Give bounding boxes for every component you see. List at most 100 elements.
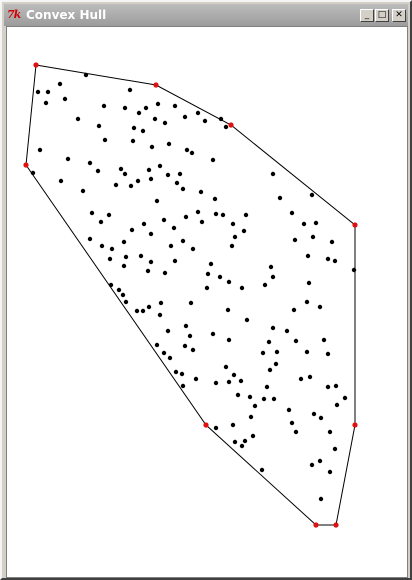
- data-point: [210, 331, 216, 337]
- data-point: [141, 221, 147, 227]
- hull-vertex-point: [228, 122, 234, 128]
- data-point: [101, 103, 107, 109]
- drawing-canvas[interactable]: [6, 26, 408, 578]
- data-point: [120, 292, 126, 298]
- data-point: [107, 256, 113, 262]
- data-point: [145, 268, 151, 274]
- data-point: [212, 196, 218, 202]
- data-point: [155, 101, 161, 107]
- data-point: [304, 299, 310, 305]
- data-point: [226, 337, 232, 343]
- data-point: [304, 349, 310, 355]
- data-point: [252, 403, 258, 409]
- data-point: [270, 171, 276, 177]
- data-point: [332, 258, 338, 264]
- data-point: [243, 212, 249, 218]
- data-point: [325, 351, 331, 357]
- data-point: [230, 221, 236, 227]
- data-point: [154, 342, 160, 348]
- data-point: [284, 328, 290, 334]
- data-point: [123, 299, 129, 305]
- data-point: [309, 192, 315, 198]
- data-point: [121, 239, 127, 245]
- maximize-button[interactable]: □: [375, 9, 389, 22]
- data-point: [180, 186, 186, 192]
- data-point: [226, 279, 232, 285]
- data-point: [30, 170, 36, 176]
- data-point: [108, 282, 114, 288]
- data-point: [171, 225, 177, 231]
- data-point: [306, 280, 312, 286]
- data-point: [177, 171, 183, 177]
- data-point: [174, 180, 180, 186]
- data-point: [148, 176, 154, 182]
- data-point: [37, 147, 43, 153]
- data-point: [293, 429, 299, 435]
- data-point: [182, 114, 188, 120]
- data-point: [188, 300, 194, 306]
- data-point: [62, 96, 68, 102]
- data-point: [239, 285, 245, 291]
- data-point: [305, 253, 311, 259]
- points-group: [30, 72, 357, 502]
- data-point: [325, 256, 331, 262]
- data-point: [213, 380, 219, 386]
- data-point: [268, 264, 274, 270]
- data-point: [195, 110, 201, 116]
- data-point: [301, 221, 307, 227]
- data-point: [138, 253, 144, 259]
- data-point: [223, 364, 229, 370]
- minimize-button[interactable]: _: [360, 9, 374, 22]
- data-point: [83, 72, 89, 78]
- data-point: [213, 425, 219, 431]
- data-point: [267, 367, 273, 373]
- data-point: [35, 89, 41, 95]
- data-point: [293, 338, 299, 344]
- data-point: [162, 270, 168, 276]
- data-point: [334, 402, 340, 408]
- hull-vertex-point: [333, 522, 339, 528]
- data-point: [260, 350, 266, 356]
- data-point: [128, 183, 134, 189]
- data-point: [172, 258, 178, 264]
- data-point: [172, 103, 178, 109]
- data-point: [271, 396, 277, 402]
- data-point: [131, 125, 137, 131]
- data-point: [239, 443, 245, 449]
- data-point: [95, 168, 101, 174]
- data-point: [58, 178, 64, 184]
- data-point: [99, 243, 105, 249]
- data-point: [250, 433, 256, 439]
- data-point: [204, 285, 210, 291]
- data-point: [195, 209, 201, 215]
- data-point: [89, 210, 95, 216]
- hull-vertex-point: [352, 222, 358, 228]
- data-point: [266, 339, 272, 345]
- close-button[interactable]: ✕: [392, 9, 406, 22]
- data-point: [325, 384, 331, 390]
- hull-vertices-group: [23, 62, 358, 528]
- data-point: [309, 462, 315, 468]
- data-point: [146, 167, 152, 173]
- data-point: [277, 195, 283, 201]
- data-point: [259, 467, 265, 473]
- data-point: [173, 369, 179, 375]
- data-point: [183, 214, 189, 220]
- data-point: [80, 188, 86, 194]
- hull-polygon: [25, 64, 356, 526]
- data-point: [162, 120, 168, 126]
- data-point: [329, 239, 335, 245]
- data-point: [232, 439, 238, 445]
- data-point: [199, 219, 205, 225]
- data-point: [166, 141, 172, 147]
- data-point: [87, 160, 93, 166]
- data-point: [180, 238, 186, 244]
- data-point: [217, 274, 223, 280]
- data-point: [264, 384, 270, 390]
- data-point: [327, 469, 333, 475]
- data-point: [157, 312, 163, 318]
- data-point: [198, 189, 204, 195]
- data-point: [313, 220, 319, 226]
- title-bar[interactable]: 7k Convex Hull _ □ ✕: [4, 4, 408, 26]
- data-point: [190, 347, 196, 353]
